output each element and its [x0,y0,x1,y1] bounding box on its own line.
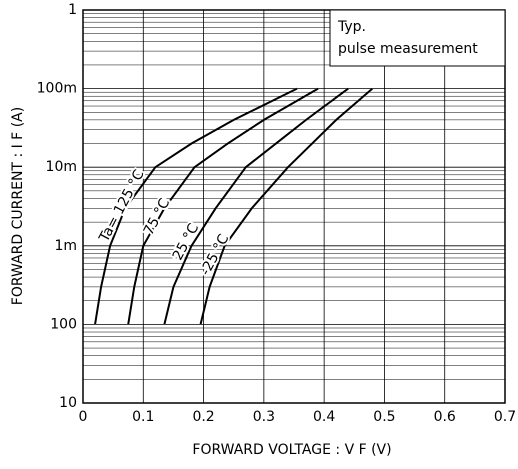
x-tick-label: 0.6 [434,409,456,425]
curve [94,87,298,325]
x-tick-label: 0.2 [192,409,214,425]
x-tick-label: 0 [79,409,88,425]
x-axis-label: FORWARD VOLTAGE : V F (V) [192,442,391,458]
y-tick-label: 100m [37,81,77,97]
annotation: Typ. [337,19,366,35]
y-tick-label: 100 [50,316,77,332]
curve [163,87,349,325]
curve [127,87,319,325]
y-tick-label: 1m [54,238,77,254]
annotation: pulse measurement [338,41,478,57]
y-tick-label: 10 [59,395,77,411]
annotation-box [329,9,506,67]
y-tick-label: 1 [68,2,77,18]
plot-frame [82,9,506,404]
x-tick-label: 0.4 [313,409,335,425]
x-tick-label: 0.3 [253,409,275,425]
curve [199,87,374,325]
y-tick-label: 10m [46,159,77,175]
x-tick-label: 0.1 [132,409,154,425]
x-tick-label: 0.5 [373,409,395,425]
x-tick-label: 0.7 [494,409,516,425]
y-axis-label: FORWARD CURRENT : I F (A) [10,107,26,305]
